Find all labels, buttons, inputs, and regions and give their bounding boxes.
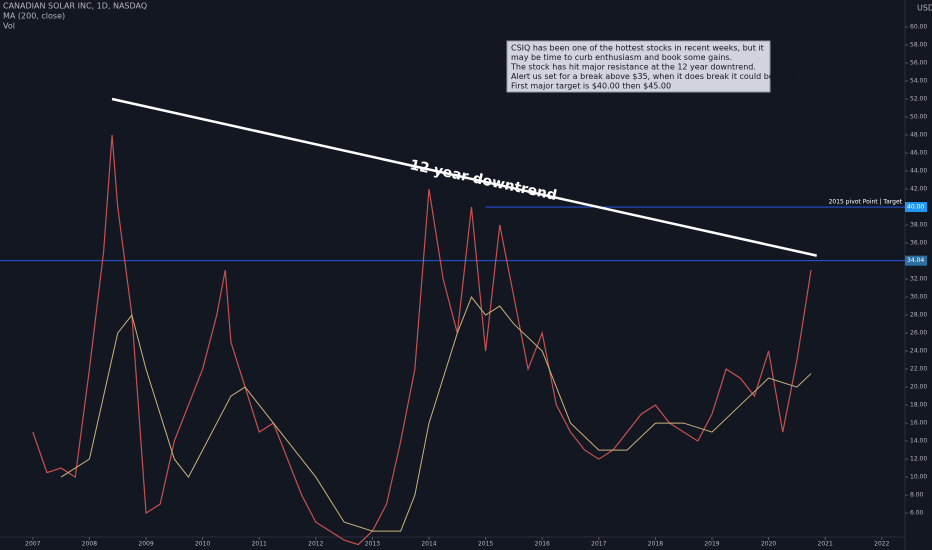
y-tick-label: 16.00	[910, 420, 927, 427]
y-tick-label: 18.00	[910, 402, 927, 409]
x-tick-label: 2014	[421, 541, 436, 548]
currency: USD	[917, 4, 932, 13]
x-tick-label: 2020	[761, 541, 776, 548]
level-badge	[905, 202, 927, 213]
level-badge	[905, 255, 927, 266]
y-tick-label: 36.00	[910, 240, 927, 247]
chart-title: CANADIAN SOLAR INC, 1D, NASDAQ	[3, 2, 147, 11]
y-tick-label: 20.00	[910, 384, 927, 391]
y-tick-label: 14.00	[910, 438, 927, 445]
x-tick-label: 2010	[195, 541, 210, 548]
x-tick-label: 2016	[535, 541, 550, 548]
annotation-line: CSIQ has been one of the hottest stocks …	[511, 44, 764, 53]
x-tick-label: 2009	[138, 541, 153, 548]
level-value: 34.04	[907, 257, 924, 264]
annotation-line: may be time to curb enthusiasm and book …	[511, 53, 732, 62]
price-line	[60, 296, 812, 532]
y-tick-label: 24.00	[910, 348, 927, 355]
x-tick-label: 2013	[365, 541, 380, 548]
y-tick-label: 8.00	[910, 492, 924, 499]
y-tick-label: 56.00	[910, 60, 927, 67]
y-tick-label: 48.00	[910, 132, 927, 139]
y-tick-label: 32.00	[910, 276, 927, 283]
y-tick-label: 28.00	[910, 312, 927, 319]
y-tick-label: 46.00	[910, 150, 927, 157]
y-tick-label: 10.00	[910, 474, 927, 481]
x-tick-label: 2011	[252, 541, 267, 548]
y-tick-label: 38.00	[910, 222, 927, 229]
annotation-line: First major target is $40.00 then $45.00	[511, 82, 671, 91]
annotation-line: The stock has hit major resistance at th…	[510, 63, 756, 72]
y-tick-label: 58.00	[910, 42, 927, 49]
y-tick-label: 26.00	[910, 330, 927, 337]
x-tick-label: 2017	[591, 541, 606, 548]
y-tick-label: 22.00	[910, 366, 927, 373]
ma-legend: MA (200, close)	[3, 12, 65, 21]
y-tick-label: 50.00	[910, 114, 927, 121]
y-tick-label: 44.00	[910, 168, 927, 175]
y-tick-label: 42.00	[910, 186, 927, 193]
y-tick-label: 54.00	[910, 78, 927, 85]
y-tick-label: 12.00	[910, 456, 927, 463]
x-tick-label: 2007	[25, 541, 40, 548]
level-label: 2015 pivot Point | Target	[829, 199, 903, 206]
x-tick-label: 2019	[704, 541, 719, 548]
y-tick-label: 6.00	[910, 510, 924, 517]
y-tick-label: 52.00	[910, 96, 927, 103]
trendline	[111, 97, 817, 257]
x-tick-label: 2012	[308, 541, 323, 548]
y-tick-label: 30.00	[910, 294, 927, 301]
y-tick-label: 60.00	[910, 24, 927, 31]
annotation-box	[506, 40, 771, 93]
x-tick-label: 2008	[82, 541, 97, 548]
x-tick-label: 2022	[874, 541, 889, 548]
price-line	[32, 134, 812, 546]
level-value: 40.00	[907, 204, 924, 211]
x-tick-label: 2015	[478, 541, 493, 548]
x-tick-label: 2018	[648, 541, 663, 548]
x-tick-label: 2021	[818, 541, 833, 548]
vol-legend: Vol	[3, 22, 15, 31]
annotation-line: Alert us set for a break above $35, when…	[511, 72, 799, 81]
